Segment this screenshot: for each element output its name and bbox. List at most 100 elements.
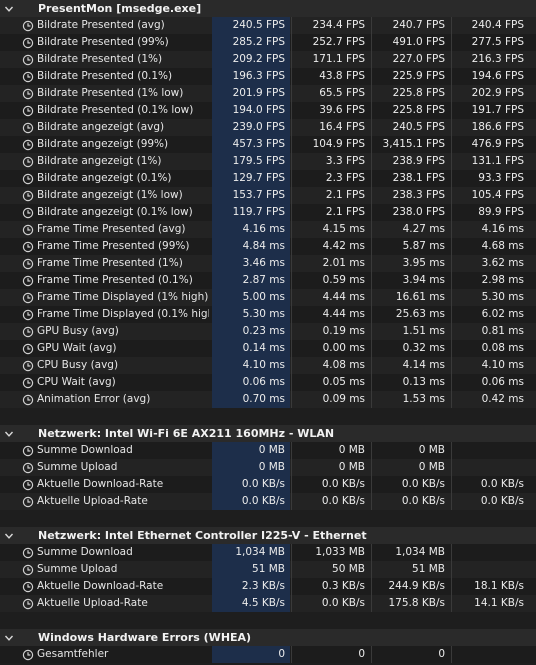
sensor-row[interactable]: Bildrate Presented (1%) 209.2 FPS 171.1 FP…: [0, 51, 536, 68]
sensor-row[interactable]: Aktuelle Download-Rate 0.0 KB/s 0.0 KB/s 0.…: [0, 476, 536, 493]
sensor-label: Bildrate angezeigt (0.1% low): [37, 206, 193, 218]
sensor-row[interactable]: Frame Time Presented (avg) 4.16 ms 4.15 ms…: [0, 221, 536, 238]
current-value: 179.5 FPS: [212, 153, 290, 170]
sensor-row[interactable]: Bildrate angezeigt (0.1%) 129.7 FPS 2.3 FP…: [0, 170, 536, 187]
current-value: 4.84 ms: [212, 238, 290, 255]
sensor-row[interactable]: Frame Time Presented (0.1%) 2.87 ms 0.59 m…: [0, 272, 536, 289]
clock-icon: [21, 104, 34, 117]
column-divider: [291, 34, 292, 51]
chevron-down-icon[interactable]: [2, 425, 16, 442]
column-divider: [451, 221, 452, 238]
minimum-value: 234.4 FPS: [312, 19, 365, 31]
clock-icon: [21, 291, 34, 304]
current-value: 0.23 ms: [212, 323, 290, 340]
sensor-row[interactable]: Bildrate Presented (99%) 285.2 FPS 252.7 F…: [0, 34, 536, 51]
sensor-row[interactable]: Aktuelle Upload-Rate 4.5 KB/s 0.0 KB/s 175.…: [0, 595, 536, 612]
sensor-label: GPU Wait (avg): [37, 342, 117, 354]
maximum-value: 3.95 ms: [402, 257, 445, 269]
clock-icon: [21, 189, 34, 202]
section-header[interactable]: Windows Hardware Errors (WHEA): [0, 629, 536, 646]
sensor-row[interactable]: Bildrate angezeigt (0.1% low) 119.7 FPS 2.…: [0, 204, 536, 221]
minimum-value: 0.3 KB/s: [321, 580, 365, 592]
sensor-row[interactable]: Summe Download 1,034 MB 1,033 MB 1,034 MB: [0, 544, 536, 561]
chevron-down-icon[interactable]: [2, 629, 16, 646]
sensor-row[interactable]: CPU Busy (avg) 4.10 ms 4.08 ms 4.14 ms 4.10 …: [0, 357, 536, 374]
sensor-label: Frame Time Displayed (1% high): [37, 291, 209, 303]
column-divider: [451, 102, 452, 119]
column-divider: [451, 476, 452, 493]
sensor-row[interactable]: GPU Wait (avg) 0.14 ms 0.00 ms 0.32 ms 0.08 …: [0, 340, 536, 357]
sensor-row[interactable]: Bildrate angezeigt (1% low) 153.7 FPS 2.1 …: [0, 187, 536, 204]
column-divider: [371, 204, 372, 221]
sensor-row[interactable]: Bildrate Presented (avg) 240.5 FPS 234.4 F…: [0, 17, 536, 34]
column-divider: [371, 153, 372, 170]
maximum-value: 175.8 KB/s: [388, 597, 446, 609]
sensor-row[interactable]: Bildrate Presented (1% low) 201.9 FPS 65.5…: [0, 85, 536, 102]
sensor-row[interactable]: Frame Time Displayed (1% high) 5.00 ms 4.4…: [0, 289, 536, 306]
column-divider: [451, 272, 452, 289]
clock-icon: [21, 155, 34, 168]
current-value: 0.14 ms: [212, 340, 290, 357]
clock-icon: [21, 206, 34, 219]
maximum-value: 238.9 FPS: [392, 155, 445, 167]
current-value: 194.0 FPS: [212, 102, 290, 119]
section-header[interactable]: Netzwerk: Intel Ethernet Controller I225…: [0, 527, 536, 544]
column-divider: [291, 476, 292, 493]
sensor-row[interactable]: Bildrate angezeigt (99%) 457.3 FPS 104.9 F…: [0, 136, 536, 153]
column-divider: [371, 187, 372, 204]
column-divider: [371, 374, 372, 391]
average-value: 0.0 KB/s: [480, 478, 524, 490]
sensor-row[interactable]: Aktuelle Download-Rate 2.3 KB/s 0.3 KB/s 24…: [0, 578, 536, 595]
current-value: 4.10 ms: [212, 357, 290, 374]
minimum-value: 4.08 ms: [322, 359, 365, 371]
section-spacer: [0, 408, 536, 425]
column-divider: [371, 357, 372, 374]
current-value: 457.3 FPS: [212, 136, 290, 153]
sensor-row[interactable]: CPU Wait (avg) 0.06 ms 0.05 ms 0.13 ms 0.06 …: [0, 374, 536, 391]
sensor-row[interactable]: Bildrate Presented (0.1% low) 194.0 FPS 39…: [0, 102, 536, 119]
sensor-row[interactable]: Aktuelle Upload-Rate 0.0 KB/s 0.0 KB/s 0.0 …: [0, 493, 536, 510]
section-header[interactable]: Netzwerk: Intel Wi-Fi 6E AX211 160MHz - …: [0, 425, 536, 442]
sensor-row[interactable]: GPU Busy (avg) 0.23 ms 0.19 ms 1.51 ms 0.81 …: [0, 323, 536, 340]
column-divider: [291, 493, 292, 510]
sensor-row[interactable]: Bildrate angezeigt (avg) 239.0 FPS 16.4 FP…: [0, 119, 536, 136]
minimum-value: 65.5 FPS: [319, 87, 365, 99]
sensor-row[interactable]: Frame Time Presented (1%) 3.46 ms 2.01 ms 3…: [0, 255, 536, 272]
average-value: 0.42 ms: [481, 393, 524, 405]
chevron-down-icon[interactable]: [2, 527, 16, 544]
sensor-row[interactable]: Animation Error (avg) 0.70 ms 0.09 ms 1.53 …: [0, 391, 536, 408]
minimum-value: 39.6 FPS: [319, 104, 365, 116]
sensor-row[interactable]: Frame Time Displayed (0.1% high) 5.30 ms 4…: [0, 306, 536, 323]
sensor-row[interactable]: Summe Upload 0 MB 0 MB 0 MB: [0, 459, 536, 476]
sensor-row[interactable]: Frame Time Presented (99%) 4.84 ms 4.42 ms…: [0, 238, 536, 255]
minimum-value: 252.7 FPS: [312, 36, 365, 48]
sensor-row[interactable]: Summe Download 0 MB 0 MB 0 MB: [0, 442, 536, 459]
minimum-value: 0.0 KB/s: [321, 495, 365, 507]
sensor-row[interactable]: Gesamtfehler 0 0 0: [0, 646, 536, 663]
clock-icon: [21, 597, 34, 610]
minimum-value: 104.9 FPS: [312, 138, 365, 150]
current-value: 201.9 FPS: [212, 85, 290, 102]
current-value: 1,034 MB: [212, 544, 290, 561]
column-divider: [451, 51, 452, 68]
column-divider: [371, 272, 372, 289]
sensor-label: Frame Time Presented (avg): [37, 223, 186, 235]
sensor-label: Bildrate Presented (1%): [37, 53, 163, 65]
column-divider: [291, 374, 292, 391]
column-divider: [451, 323, 452, 340]
maximum-value: 0.0 KB/s: [401, 495, 445, 507]
sensor-row[interactable]: Summe Upload 51 MB 50 MB 51 MB: [0, 561, 536, 578]
minimum-value: 0.09 ms: [322, 393, 365, 405]
column-divider: [291, 136, 292, 153]
column-divider: [371, 85, 372, 102]
sensor-label: Bildrate Presented (avg): [37, 19, 165, 31]
current-value: 153.7 FPS: [212, 187, 290, 204]
column-divider: [451, 561, 452, 578]
sensor-row[interactable]: Bildrate angezeigt (1%) 179.5 FPS 3.3 FPS 2…: [0, 153, 536, 170]
column-divider: [451, 289, 452, 306]
clock-icon: [21, 138, 34, 151]
chevron-down-icon[interactable]: [2, 0, 16, 17]
section-header[interactable]: PresentMon [msedge.exe]: [0, 0, 536, 17]
sensor-row[interactable]: Bildrate Presented (0.1%) 196.3 FPS 43.8 F…: [0, 68, 536, 85]
minimum-value: 4.42 ms: [322, 240, 365, 252]
